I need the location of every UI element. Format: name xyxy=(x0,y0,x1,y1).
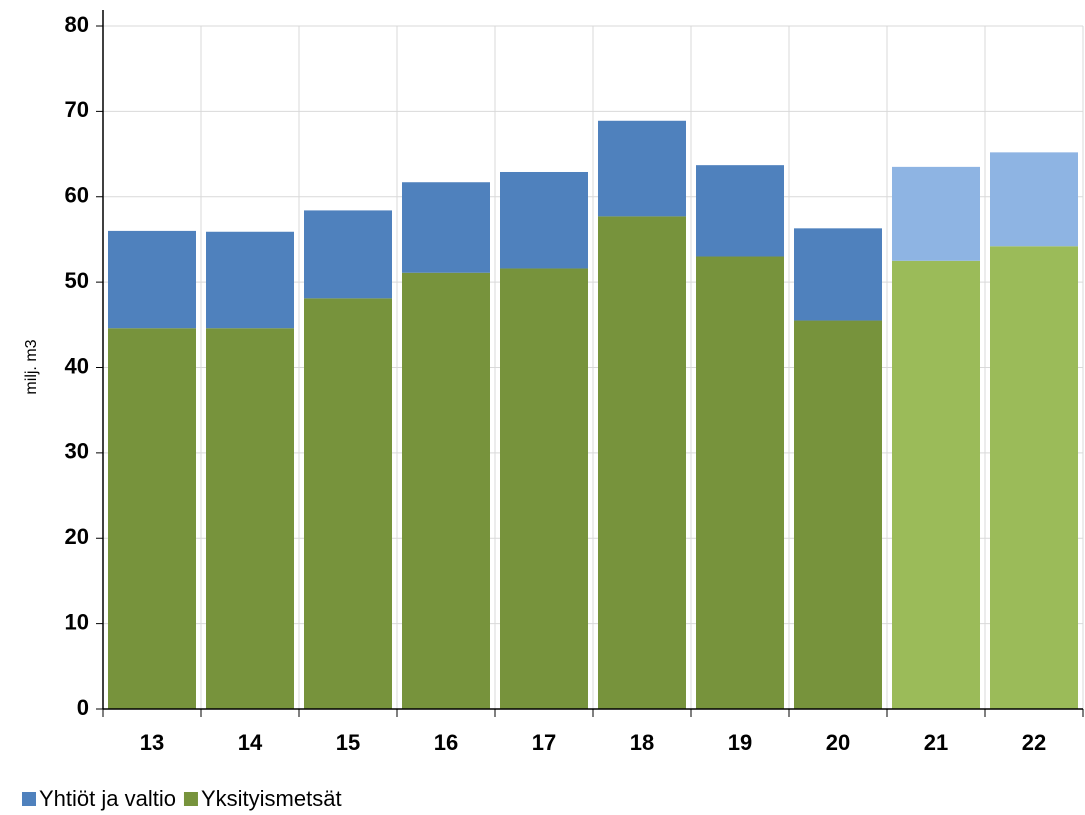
bar xyxy=(108,230,196,329)
y-tick-label: 10 xyxy=(65,609,89,634)
bar xyxy=(402,182,490,273)
bar xyxy=(402,272,490,709)
y-tick-label: 40 xyxy=(65,353,89,378)
bar xyxy=(206,231,294,329)
y-tick-label: 20 xyxy=(65,524,89,549)
x-tick-label: 21 xyxy=(924,730,948,755)
bar xyxy=(304,210,392,299)
x-tick-label: 16 xyxy=(434,730,458,755)
x-tick-label: 19 xyxy=(728,730,752,755)
y-tick-label: 50 xyxy=(65,268,89,293)
bar xyxy=(892,260,980,709)
x-tick-label: 20 xyxy=(826,730,850,755)
y-tick-label: 30 xyxy=(65,439,89,464)
legend-label: Yksityismetsät xyxy=(201,786,342,811)
bar xyxy=(990,246,1078,709)
legend-label: Yhtiöt ja valtio xyxy=(39,786,176,811)
bar xyxy=(500,268,588,709)
x-tick-label: 13 xyxy=(140,730,164,755)
bar xyxy=(304,298,392,709)
y-tick-label: 70 xyxy=(65,97,89,122)
bar xyxy=(598,216,686,710)
bar xyxy=(892,166,980,261)
x-tick-label: 15 xyxy=(336,730,360,755)
legend-swatch xyxy=(183,792,198,806)
y-tick-label: 60 xyxy=(65,183,89,208)
x-tick-label: 18 xyxy=(630,730,654,755)
x-tick-label: 22 xyxy=(1022,730,1046,755)
bar xyxy=(794,228,882,321)
bar xyxy=(794,320,882,709)
bar xyxy=(206,328,294,709)
bar xyxy=(990,152,1078,247)
y-tick-label: 80 xyxy=(65,12,89,37)
y-tick-label: 0 xyxy=(77,695,89,720)
bar xyxy=(598,120,686,217)
bar xyxy=(500,171,588,269)
x-tick-label: 14 xyxy=(238,730,263,755)
bar xyxy=(696,165,784,257)
bar xyxy=(108,328,196,709)
x-tick-label: 17 xyxy=(532,730,556,755)
bar xyxy=(696,256,784,709)
legend-swatch xyxy=(22,792,36,806)
y-axis-label: milj. m3 xyxy=(23,339,40,394)
